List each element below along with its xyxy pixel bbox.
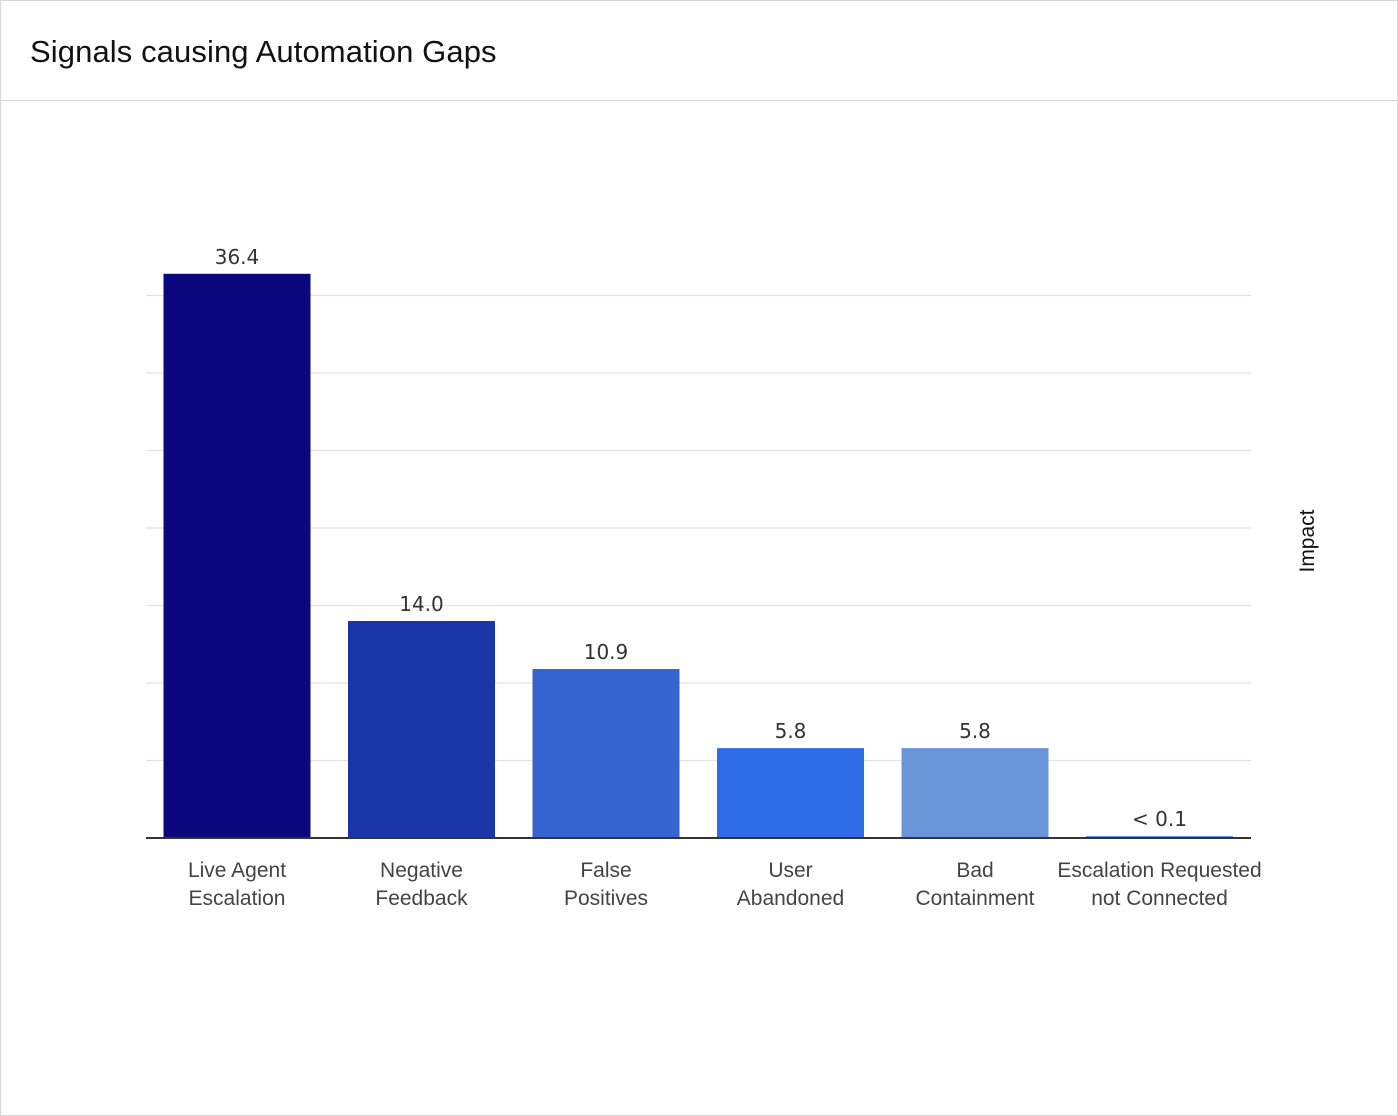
bar[interactable] <box>901 748 1049 838</box>
gridlines <box>146 294 1251 762</box>
x-tick-label: False <box>580 859 631 882</box>
x-tick-label: Escalation Requested <box>1057 859 1261 882</box>
x-tick-label: User <box>768 859 812 882</box>
data-labels: 36.4 14.0 10.9 5.8 5.8 < 0.1 <box>215 245 1187 831</box>
x-tick-label: Containment <box>915 887 1034 910</box>
x-tick-label: Feedback <box>375 887 468 910</box>
card-title: Signals causing Automation Gaps <box>30 34 497 69</box>
x-tick-label: Negative <box>380 859 463 882</box>
data-label: < 0.1 <box>1132 807 1187 831</box>
bar[interactable] <box>163 273 311 838</box>
x-tick-label: Positives <box>564 887 648 910</box>
card-header: Signals causing Automation Gaps <box>1 1 1397 101</box>
x-tick-label: Bad <box>956 859 993 882</box>
bar[interactable] <box>717 748 864 838</box>
data-label: 5.8 <box>775 719 807 743</box>
data-label: 10.9 <box>584 640 629 664</box>
data-label: 14.0 <box>399 592 444 616</box>
bar[interactable] <box>532 669 680 838</box>
x-tick-label: Live Agent <box>188 859 286 882</box>
bar-chart: 36.4 14.0 10.9 5.8 5.8 < 0.1 Live Agent Escala… <box>146 245 1319 910</box>
y-axis-title: Impact <box>1296 509 1319 572</box>
bar[interactable] <box>348 621 495 838</box>
x-tick-label: Escalation <box>189 887 286 910</box>
x-tick-label: Abandoned <box>737 887 844 910</box>
data-label: 36.4 <box>215 245 260 269</box>
data-label: 5.8 <box>959 719 991 743</box>
bars <box>163 273 1233 838</box>
x-tick-label: not Connected <box>1091 887 1228 910</box>
x-axis-tick-labels: Live Agent Escalation Negative Feedback Fals… <box>188 859 1262 910</box>
